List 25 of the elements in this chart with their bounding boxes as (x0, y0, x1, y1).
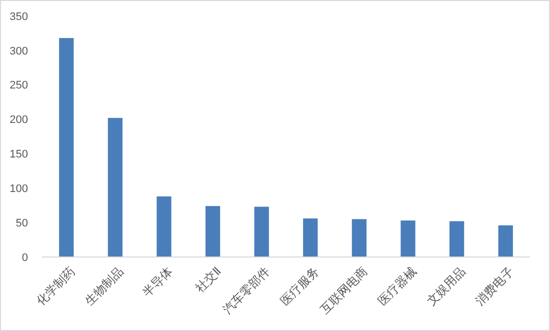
x-tick-label: 文娱用品 (424, 264, 468, 308)
bar (156, 196, 172, 257)
x-tick-label: 半导体 (140, 264, 176, 300)
bar (498, 225, 513, 257)
y-tick-label: 200 (10, 114, 28, 126)
y-tick-label: 150 (10, 148, 28, 161)
x-tick-label: 医疗器械 (375, 264, 420, 308)
x-tick-label: 消费电子 (472, 264, 517, 308)
y-tick-label: 350 (10, 10, 28, 23)
x-tick-label: 化学制药 (34, 264, 78, 308)
bar (59, 38, 74, 257)
bar (352, 219, 367, 257)
x-tick-label: 生物制品 (82, 264, 126, 308)
bar (303, 218, 318, 257)
bar (205, 206, 220, 257)
y-tick-label: 0 (22, 252, 28, 264)
y-tick-label: 100 (10, 182, 28, 195)
y-tick-label: 50 (16, 217, 28, 230)
bar (400, 220, 416, 257)
bar (254, 206, 269, 257)
y-tick-label: 300 (10, 45, 28, 58)
x-tick-label: 互联网电商 (318, 264, 370, 317)
y-tick-label: 250 (10, 80, 28, 92)
bar (108, 118, 123, 257)
bar (449, 221, 464, 257)
